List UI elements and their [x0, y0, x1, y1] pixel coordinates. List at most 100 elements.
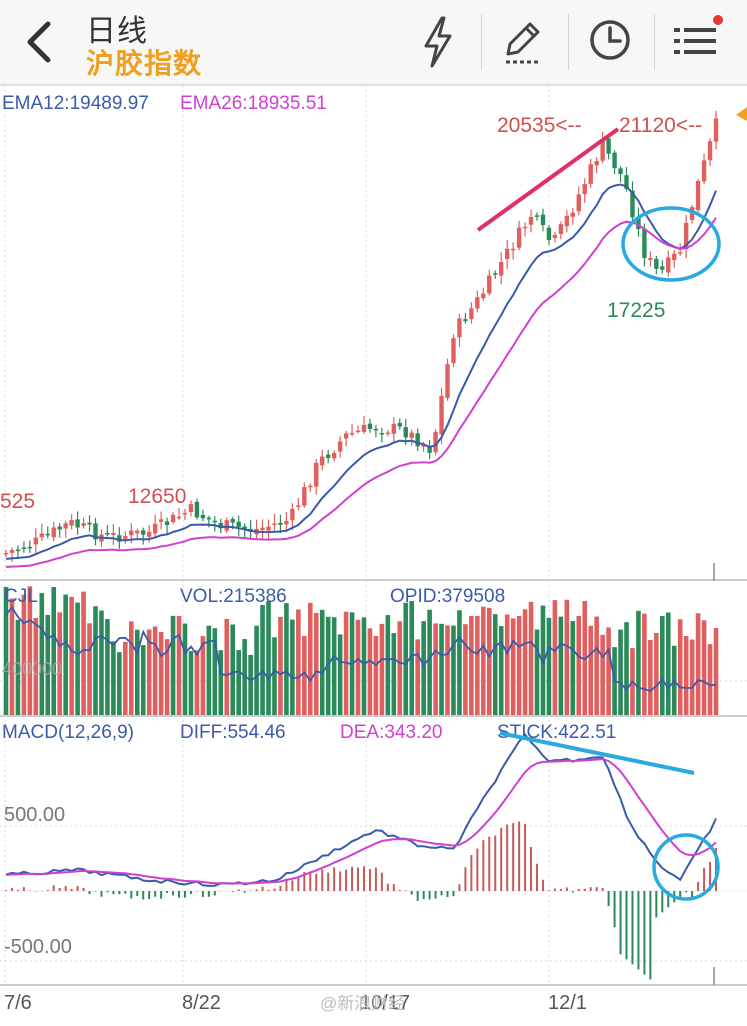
candle-body: [158, 519, 164, 522]
candle-body: [564, 215, 570, 227]
volume-bar: [188, 651, 194, 715]
candle-body: [540, 214, 546, 226]
candle-body: [636, 216, 641, 230]
candle-body: [582, 183, 587, 195]
volume-bar: [134, 629, 140, 715]
volume-bar: [266, 601, 271, 715]
volume-bar: [427, 609, 432, 715]
volume-bar: [600, 634, 605, 715]
volume-bar: [236, 650, 241, 715]
candle-body: [331, 452, 337, 459]
volume-bar: [492, 614, 498, 715]
candle-body: [69, 520, 74, 526]
candle-body: [630, 190, 635, 218]
volume-bar: [379, 623, 385, 715]
candle-body: [57, 526, 62, 530]
volume-bar: [3, 587, 9, 715]
candle-body: [141, 530, 146, 535]
candle-body: [308, 485, 313, 488]
candle-body: [21, 547, 27, 550]
candle-body: [660, 266, 665, 270]
macd-level-label: -500.00: [4, 936, 72, 958]
macd-label: MACD(12,26,9): [2, 722, 134, 743]
candle-body: [45, 533, 50, 536]
candle-body: [230, 518, 235, 523]
volume-bar: [355, 619, 361, 715]
cjl-label: CJL: [4, 586, 38, 607]
candle-body: [409, 432, 414, 438]
macd-level-label: 500.00: [4, 804, 65, 826]
candle-body: [576, 194, 581, 212]
top-bar: 日线 沪胶指数: [0, 0, 747, 85]
candle-body: [182, 512, 188, 515]
draw-tool-button[interactable]: [494, 12, 554, 72]
candle-body: [129, 530, 134, 536]
volume-bar: [230, 624, 236, 715]
volume-bar: [498, 626, 504, 715]
candle-body: [612, 152, 617, 169]
volume-bar: [504, 614, 510, 715]
candle-body: [534, 215, 540, 217]
candle-body: [296, 505, 301, 507]
volume-bar: [683, 635, 689, 715]
price-annotation: 12650: [128, 485, 186, 508]
candle-body: [224, 520, 229, 531]
volume-bar: [75, 602, 80, 715]
candle-body: [51, 527, 56, 538]
candle-body: [624, 175, 629, 189]
candle-body: [379, 433, 385, 435]
volume-bar: [707, 644, 713, 715]
volume-bar: [176, 615, 182, 715]
volume-bar: [481, 606, 486, 715]
candle-body: [558, 224, 564, 234]
candle-body: [194, 501, 200, 518]
candle-body: [385, 432, 391, 435]
candle-body: [672, 253, 677, 261]
volume-bar: [463, 624, 468, 715]
candle-body: [367, 423, 373, 429]
candle-body: [63, 523, 68, 529]
volume-bar: [158, 631, 164, 715]
candle-body: [337, 441, 343, 452]
volume-bar: [319, 609, 325, 715]
high-annotation: 21120<--: [619, 114, 702, 137]
volume-bar: [105, 619, 110, 715]
volume-bar: [194, 650, 200, 715]
candle-body: [117, 535, 122, 542]
volume-bar: [63, 594, 68, 715]
volume-bars: [3, 586, 719, 715]
candle-body: [439, 395, 444, 435]
kline-chart[interactable]: EMA12:19489.97 EMA26:18935.51 20535<-- 2…: [0, 84, 747, 1021]
candle-body: [325, 454, 331, 458]
candle-body: [481, 293, 486, 299]
volume-bar: [528, 601, 534, 715]
volume-bar: [564, 599, 570, 715]
diff-line: [5, 733, 717, 887]
candle-body: [666, 257, 671, 273]
candle-body: [152, 523, 158, 534]
price-annotation: 525: [0, 490, 35, 513]
back-button[interactable]: [14, 14, 64, 70]
lightning-icon: [424, 16, 452, 68]
notification-dot-icon: [713, 15, 723, 25]
volume-bar: [128, 621, 134, 715]
volume-bar: [677, 619, 683, 715]
header-divider: [654, 14, 655, 70]
volume-bar: [290, 619, 295, 715]
candle-body: [701, 160, 707, 182]
candle-body: [284, 521, 289, 525]
quick-trade-button[interactable]: [408, 12, 468, 72]
history-button[interactable]: [580, 12, 640, 72]
ema12-label: EMA12:19489.97: [2, 93, 149, 114]
candle-body: [206, 517, 212, 520]
candle-body: [87, 522, 92, 525]
candle-body: [457, 318, 462, 338]
volume-bar: [397, 621, 403, 715]
candle-body: [689, 207, 695, 220]
x-axis-label: 10/17: [360, 992, 410, 1014]
candle-body: [373, 428, 379, 431]
header-divider: [568, 14, 569, 70]
more-menu-button[interactable]: [666, 12, 726, 72]
volume-bar: [57, 612, 62, 715]
candle-body: [3, 552, 9, 555]
